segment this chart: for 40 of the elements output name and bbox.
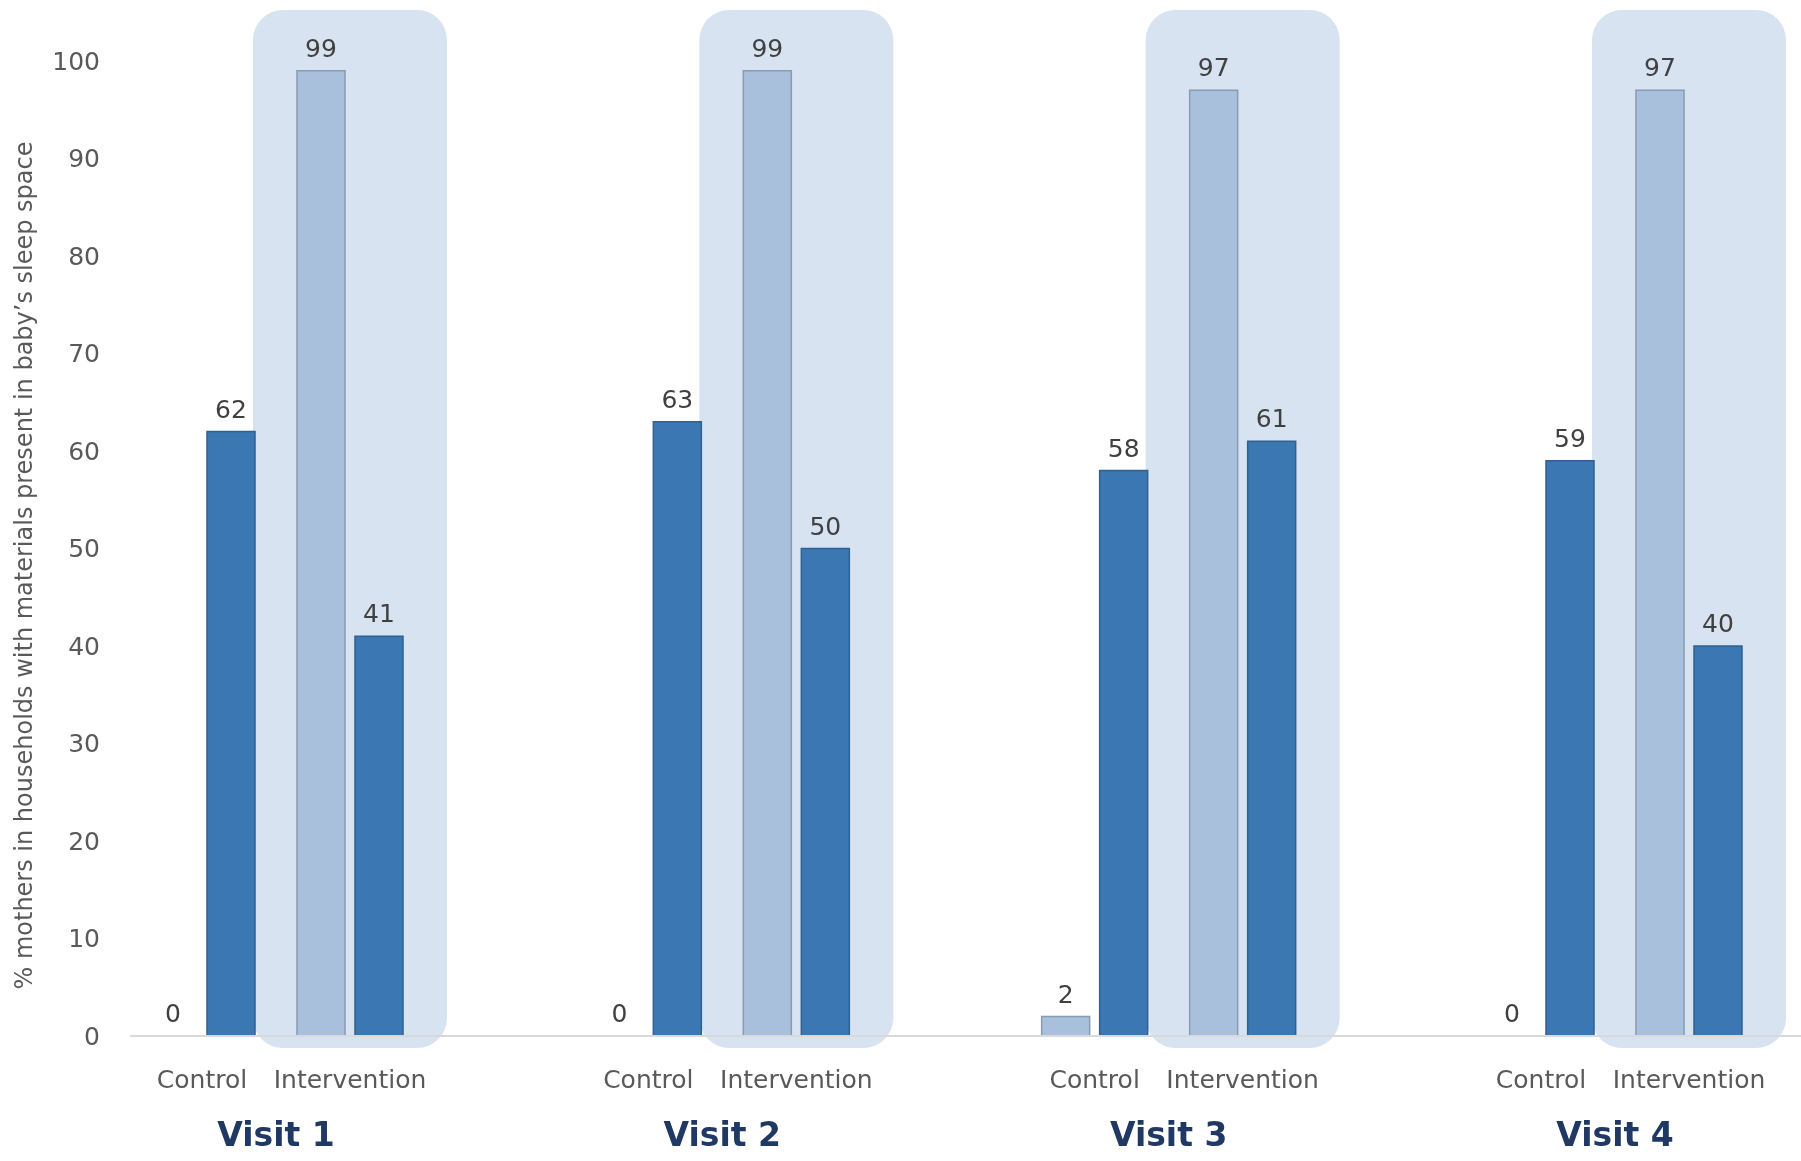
x-tick-label: Control <box>1495 1065 1587 1094</box>
x-tick-label: Control <box>156 1065 248 1094</box>
y-tick-label: 80 <box>68 241 100 271</box>
y-tick-label: 90 <box>68 144 100 174</box>
y-tick-label: 100 <box>52 46 100 76</box>
data-label: 0 <box>1504 999 1520 1028</box>
x-tick-label: Intervention <box>273 1065 427 1094</box>
y-tick-label: 40 <box>68 631 100 661</box>
data-label: 61 <box>1255 404 1288 434</box>
y-tick-label: 60 <box>68 436 100 466</box>
y-tick-label: 10 <box>68 924 100 954</box>
data-label: 0 <box>165 999 181 1028</box>
data-label: 50 <box>809 511 842 541</box>
data-label: 97 <box>1644 53 1676 83</box>
y-tick-label: 70 <box>68 339 100 369</box>
x-tick-label: Intervention <box>720 1065 873 1094</box>
x-tick-label: Control <box>603 1065 694 1094</box>
y-tick-label: 0 <box>84 1021 100 1051</box>
data-label: 0 <box>611 999 628 1028</box>
data-label: 63 <box>661 384 694 414</box>
data-label: 62 <box>215 394 247 424</box>
text: Visit 2 <box>663 1115 782 1154</box>
data-label: 2 <box>1057 979 1074 1009</box>
data-label: 99 <box>305 33 337 63</box>
x-tick-label: Control <box>1049 1065 1140 1094</box>
data-label: 97 <box>1197 53 1230 83</box>
text: Visit 4 <box>1556 1115 1674 1154</box>
y-tick-label: 30 <box>68 729 100 759</box>
x-tick-label: Intervention <box>1166 1065 1319 1094</box>
data-label: 58 <box>1107 433 1140 463</box>
y-tick-label: 50 <box>68 534 100 564</box>
y-tick-label: 20 <box>68 826 100 856</box>
text: Visit 3 <box>1109 1115 1228 1154</box>
data-label: 99 <box>751 33 784 63</box>
y-axis-title: % mothers in households with materials present in baby’s sleep space <box>10 141 38 990</box>
data-label: 40 <box>1702 609 1734 638</box>
data-label: 59 <box>1554 423 1586 453</box>
text: Visit 1 <box>217 1115 335 1154</box>
x-tick-label: Intervention <box>1612 1065 1766 1094</box>
data-label: 41 <box>363 599 395 629</box>
